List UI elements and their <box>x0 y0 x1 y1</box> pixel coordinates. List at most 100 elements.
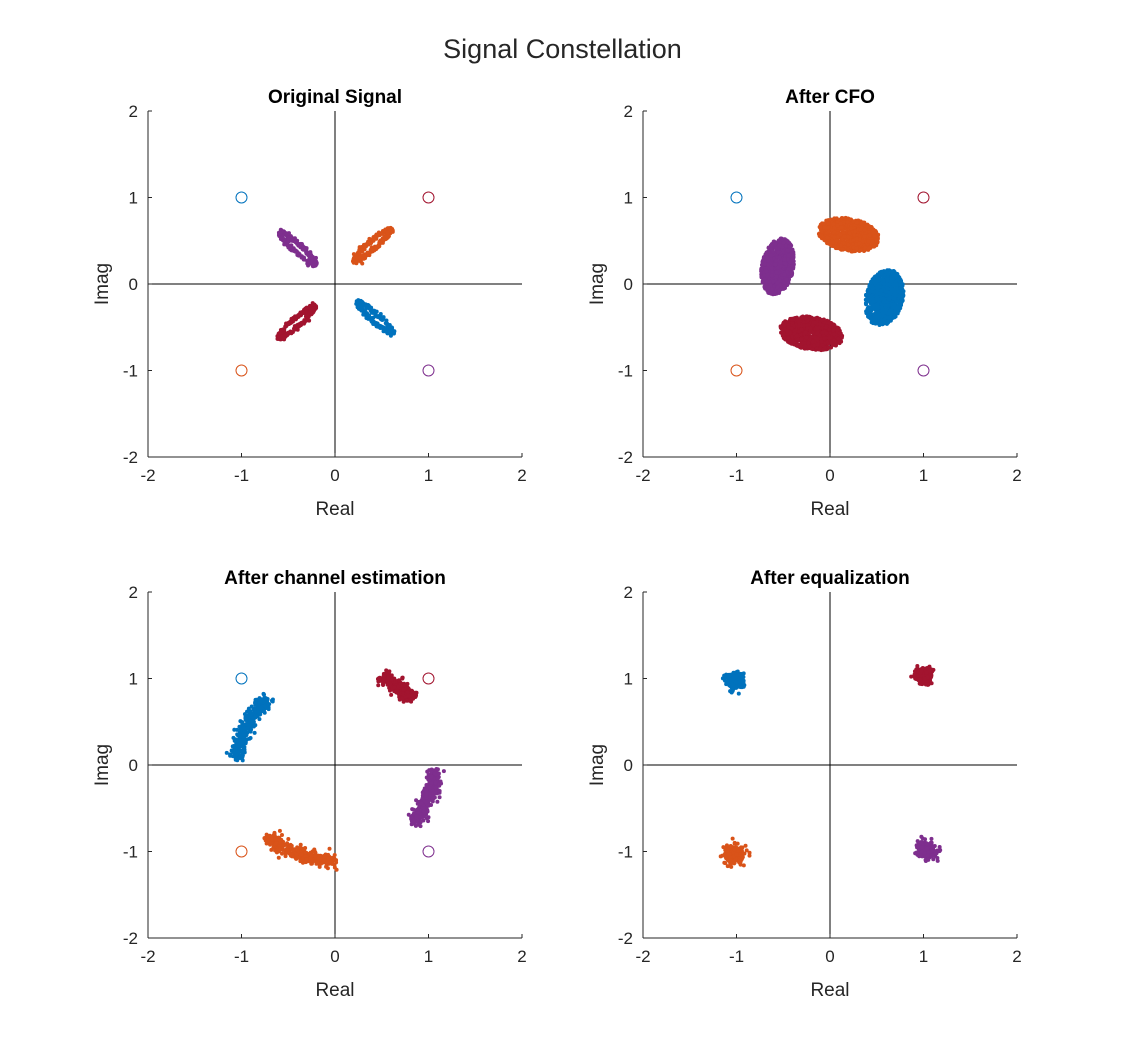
x-tick-label: 1 <box>919 466 928 485</box>
data-point <box>784 243 789 248</box>
data-point <box>881 278 886 283</box>
data-point <box>892 302 897 307</box>
data-point <box>896 277 901 282</box>
data-point <box>282 242 287 247</box>
data-point <box>292 249 297 254</box>
cluster-red <box>375 668 419 704</box>
y-tick-label: -1 <box>123 362 138 381</box>
data-point <box>378 312 383 317</box>
data-point <box>799 327 804 332</box>
x-axis-label: Real <box>315 499 354 520</box>
data-point <box>851 237 856 242</box>
subplot-title: After CFO <box>785 87 875 108</box>
x-tick-label: 1 <box>424 466 433 485</box>
data-point <box>838 221 843 226</box>
data-point <box>777 243 782 248</box>
data-point <box>817 347 822 352</box>
data-point <box>879 304 884 309</box>
data-point <box>866 239 871 244</box>
x-tick-label: 0 <box>330 466 339 485</box>
data-point <box>826 221 831 226</box>
data-point <box>882 282 887 287</box>
data-point <box>373 322 378 327</box>
data-point <box>370 319 375 324</box>
data-point <box>770 287 775 292</box>
data-point <box>886 271 891 276</box>
reference-point <box>917 364 930 377</box>
data-point <box>795 343 800 348</box>
data-point <box>313 255 318 260</box>
data-point <box>805 326 810 331</box>
data-point <box>314 261 319 266</box>
cluster-red <box>275 301 319 342</box>
data-point <box>845 220 850 225</box>
data-point <box>292 327 297 332</box>
data-point <box>830 240 835 245</box>
data-point <box>777 255 782 260</box>
data-point <box>789 270 794 275</box>
data-point <box>768 253 773 258</box>
data-point <box>355 301 360 306</box>
data-point <box>813 320 818 325</box>
data-point <box>821 221 826 226</box>
data-point <box>790 257 795 262</box>
data-point <box>863 301 868 306</box>
x-axis-label: Real <box>315 980 354 1001</box>
data-point <box>773 262 778 267</box>
data-point <box>855 233 859 238</box>
data-point <box>764 279 769 284</box>
data-point <box>870 299 875 304</box>
y-tick-label: -1 <box>618 362 633 381</box>
data-point <box>889 286 894 291</box>
data-point <box>804 335 809 340</box>
data-point <box>769 266 774 271</box>
data-point <box>356 298 361 303</box>
data-point <box>842 234 847 239</box>
data-point <box>898 283 903 287</box>
x-tick-label: -1 <box>234 947 249 966</box>
data-point <box>400 675 405 680</box>
data-point <box>797 320 802 325</box>
cluster-red <box>778 314 845 353</box>
data-point <box>289 331 294 336</box>
data-point <box>782 284 787 289</box>
data-point <box>771 249 776 254</box>
data-point <box>849 249 854 254</box>
cluster-orange <box>350 225 395 266</box>
data-point <box>284 321 289 326</box>
data-point <box>831 222 836 227</box>
data-point <box>778 260 783 265</box>
y-tick-label: 2 <box>129 583 138 602</box>
data-point <box>806 341 811 346</box>
data-point <box>827 320 832 325</box>
data-point <box>885 303 890 308</box>
data-point <box>832 338 837 343</box>
data-point <box>871 318 876 323</box>
data-point <box>784 238 789 243</box>
data-point <box>841 230 846 235</box>
data-point <box>831 323 836 328</box>
data-point <box>846 216 851 221</box>
data-point <box>360 261 365 266</box>
data-point <box>367 236 372 241</box>
data-point <box>382 326 387 331</box>
data-point <box>874 238 879 243</box>
y-axis-label: Imag <box>92 263 113 305</box>
data-point <box>785 248 790 253</box>
data-point <box>889 289 894 294</box>
data-point <box>365 250 370 255</box>
data-point <box>876 278 881 283</box>
data-point <box>846 247 851 252</box>
data-point <box>807 344 812 349</box>
reference-point <box>422 191 435 204</box>
data-point <box>851 219 856 224</box>
data-point <box>894 299 899 304</box>
data-point <box>857 241 862 246</box>
data-point <box>840 247 845 252</box>
data-point <box>812 343 817 348</box>
data-point <box>769 273 774 278</box>
data-point <box>890 278 895 283</box>
data-point <box>286 231 291 236</box>
data-point <box>854 220 859 225</box>
